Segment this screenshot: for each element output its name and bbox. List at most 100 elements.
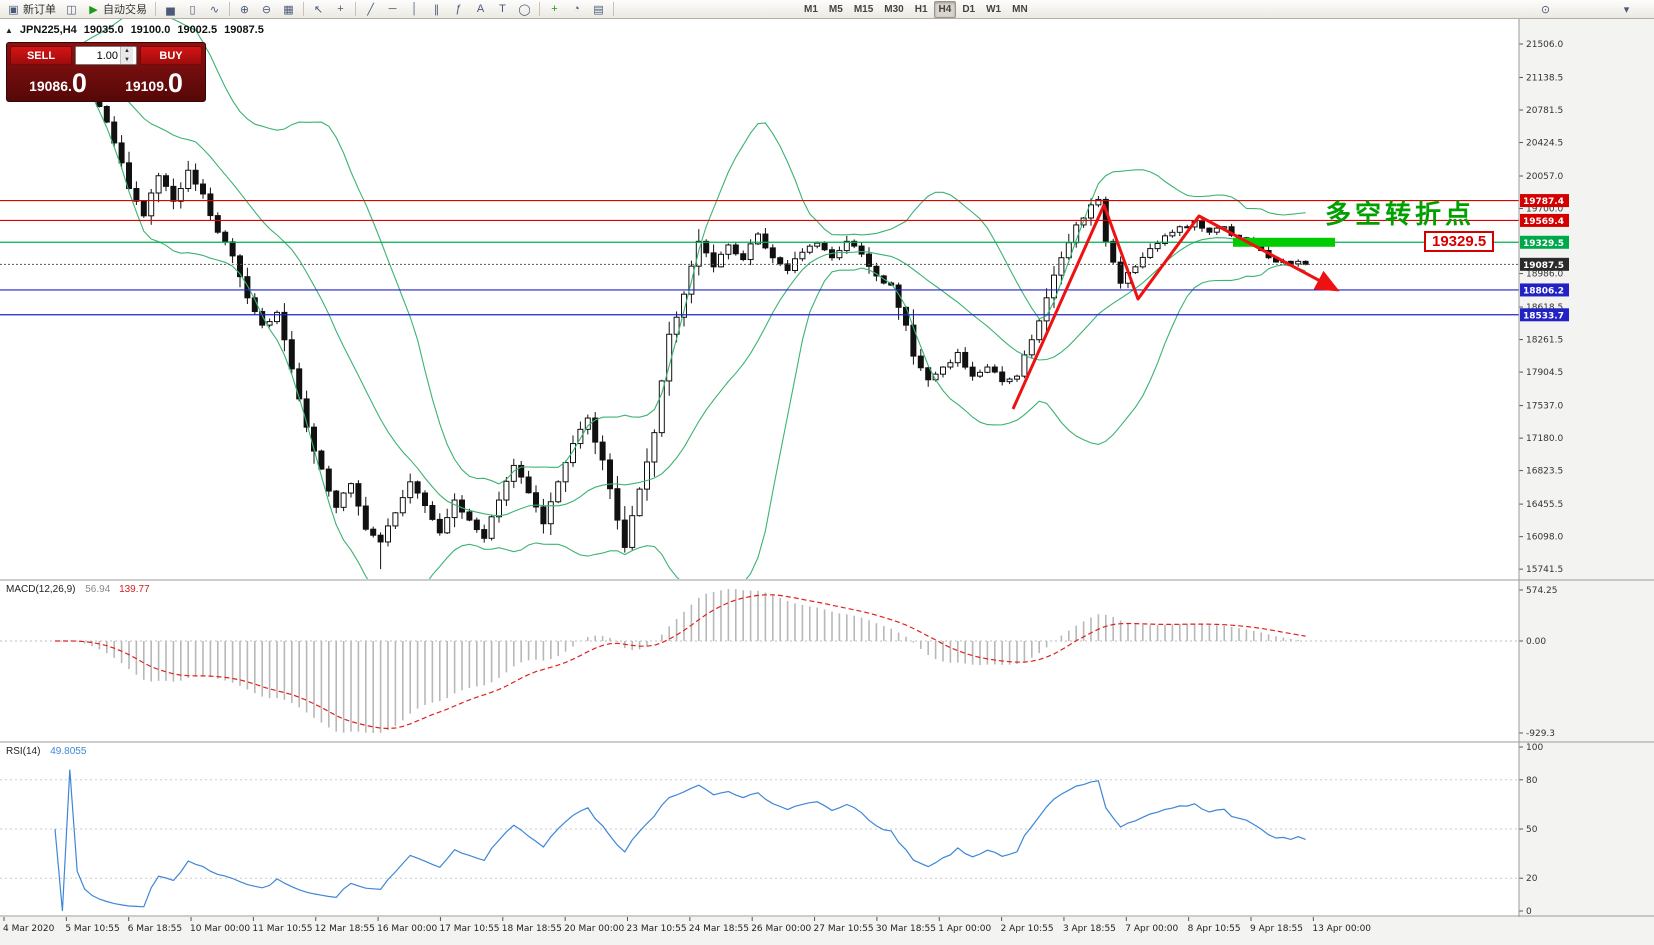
chart-area: 21506.0 21138.5 20781.5 20424.5 20057.0 19700…: [0, 19, 1654, 945]
bollinger-middle-line: [69, 53, 1306, 517]
candle: [1051, 274, 1057, 299]
vertical-line-icon: │: [411, 3, 418, 15]
rsi-value: 49.8055: [50, 746, 87, 757]
svg-text:5 Mar 10:55: 5 Mar 10:55: [65, 924, 119, 934]
turning-point-annotation[interactable]: 多空转折点: [1325, 199, 1476, 229]
lot-size-input[interactable]: [76, 47, 120, 64]
candle: [984, 366, 991, 373]
line-chart-button[interactable]: ∿: [204, 1, 225, 18]
macd-panel-layer: [0, 589, 1519, 733]
candle: [1088, 204, 1094, 219]
candle: [570, 443, 576, 464]
toolbar-separator: [355, 2, 356, 16]
candle: [436, 518, 443, 534]
svg-text:20424.5: 20424.5: [1526, 139, 1563, 149]
timeframe-mn-button[interactable]: MN: [1012, 3, 1028, 15]
candle: [762, 233, 769, 249]
window-menu-button[interactable]: ▾: [1616, 1, 1637, 18]
svg-text:24 Mar 18:55: 24 Mar 18:55: [689, 924, 749, 934]
svg-text:18618.5: 18618.5: [1526, 303, 1563, 313]
candle: [1206, 227, 1213, 233]
candle: [1006, 378, 1013, 383]
candle: [163, 175, 169, 187]
new-order-button[interactable]: ▣ 新订单: [3, 1, 60, 18]
candle: [592, 417, 599, 443]
candle: [496, 499, 502, 518]
horizontal-line-icon: ─: [388, 3, 397, 15]
candle: [473, 519, 480, 531]
candle: [229, 241, 236, 257]
zoom-in-button[interactable]: ⊕: [234, 1, 255, 18]
buy-price[interactable]: 19109. 0: [106, 65, 202, 98]
timeframe-m15-button[interactable]: M15: [853, 3, 874, 15]
sell-price[interactable]: 19086. 0: [10, 65, 106, 98]
sell-button[interactable]: SELL: [10, 46, 72, 65]
text-button[interactable]: A: [470, 1, 491, 18]
timeframe-m30-button[interactable]: M30: [884, 3, 904, 15]
collapse-trade-panel-icon[interactable]: ▲: [5, 25, 13, 35]
candle: [533, 492, 539, 508]
main-chart-layer: [0, 19, 1519, 579]
candle: [843, 240, 850, 252]
svg-text:0: 0: [1526, 907, 1532, 917]
candle: [170, 185, 177, 202]
trendline-button[interactable]: ╱: [360, 1, 381, 18]
candle: [155, 175, 162, 194]
candle: [607, 459, 613, 490]
candle: [636, 488, 643, 517]
price-axis: 21506.0 21138.5 20781.5 20424.5 20057.0 19700…: [1519, 40, 1569, 917]
template-button[interactable]: ▤: [588, 1, 609, 18]
candle: [777, 257, 784, 265]
highlight-bar-annotation[interactable]: [1233, 237, 1335, 247]
candlestick-chart-button[interactable]: ▯: [182, 1, 203, 18]
period-button[interactable]: ◔: [566, 1, 587, 18]
shapes-button[interactable]: ◯: [514, 1, 535, 18]
price-callout-annotation[interactable]: 19329.5: [1424, 231, 1495, 252]
timeframe-m5-button[interactable]: M5: [828, 3, 843, 15]
timeframe-d1-button[interactable]: D1: [962, 3, 976, 15]
buy-price-big-digit: 0: [167, 68, 183, 98]
svg-text:3 Apr 18:55: 3 Apr 18:55: [1063, 924, 1116, 934]
rsi-line: [54, 769, 1306, 912]
zigzag-annotation[interactable]: [1011, 203, 1340, 410]
crosshair-button[interactable]: +: [330, 1, 351, 18]
buy-button[interactable]: BUY: [140, 46, 202, 65]
zoom-out-button[interactable]: ⊖: [256, 1, 277, 18]
candle: [540, 506, 547, 525]
horizontal-line-button[interactable]: ─: [382, 1, 403, 18]
search-chart-button[interactable]: ⊙: [1535, 1, 1556, 18]
lot-decrease-button[interactable]: ▼: [121, 55, 133, 64]
charts-window-button[interactable]: ◫: [61, 1, 82, 18]
toolbar-separator: [155, 2, 156, 16]
candle: [288, 339, 295, 370]
macd-signal-value: 139.77: [119, 584, 150, 595]
candle: [1021, 354, 1028, 377]
svg-text:23 Mar 10:55: 23 Mar 10:55: [627, 924, 687, 934]
channel-button[interactable]: ∥: [426, 1, 447, 18]
indicators-button[interactable]: +: [544, 1, 565, 18]
fibonacci-button[interactable]: ƒ: [448, 1, 469, 18]
candle: [673, 316, 680, 335]
timeframe-m1-button[interactable]: M1: [804, 3, 818, 15]
period-icon: ◔: [573, 3, 580, 15]
candle: [1162, 235, 1168, 244]
timeframe-h1-button[interactable]: H1: [914, 3, 928, 15]
label-button[interactable]: T: [492, 1, 513, 18]
tile-windows-button[interactable]: ▦: [278, 1, 299, 18]
lot-increase-button[interactable]: ▲: [121, 47, 133, 56]
candle: [895, 284, 902, 308]
svg-text:50: 50: [1526, 825, 1538, 835]
chart-background: [0, 19, 1654, 945]
timeframe-h4-button[interactable]: H4: [933, 0, 957, 18]
svg-text:17180.0: 17180.0: [1526, 434, 1563, 444]
vertical-line-button[interactable]: │: [404, 1, 425, 18]
cursor-button[interactable]: ↖: [308, 1, 329, 18]
tile-windows-icon: ▦: [283, 3, 294, 16]
chart-canvas[interactable]: 21506.0 21138.5 20781.5 20424.5 20057.0 19700…: [0, 19, 1654, 945]
candle: [1028, 339, 1035, 356]
auto-trading-button[interactable]: ▶ 自动交易: [83, 1, 151, 18]
price-badge-19787.4: [1520, 194, 1569, 208]
svg-text:18261.5: 18261.5: [1526, 336, 1563, 346]
bar-chart-button[interactable]: ▅: [160, 1, 181, 18]
timeframe-w1-button[interactable]: W1: [986, 3, 1002, 15]
